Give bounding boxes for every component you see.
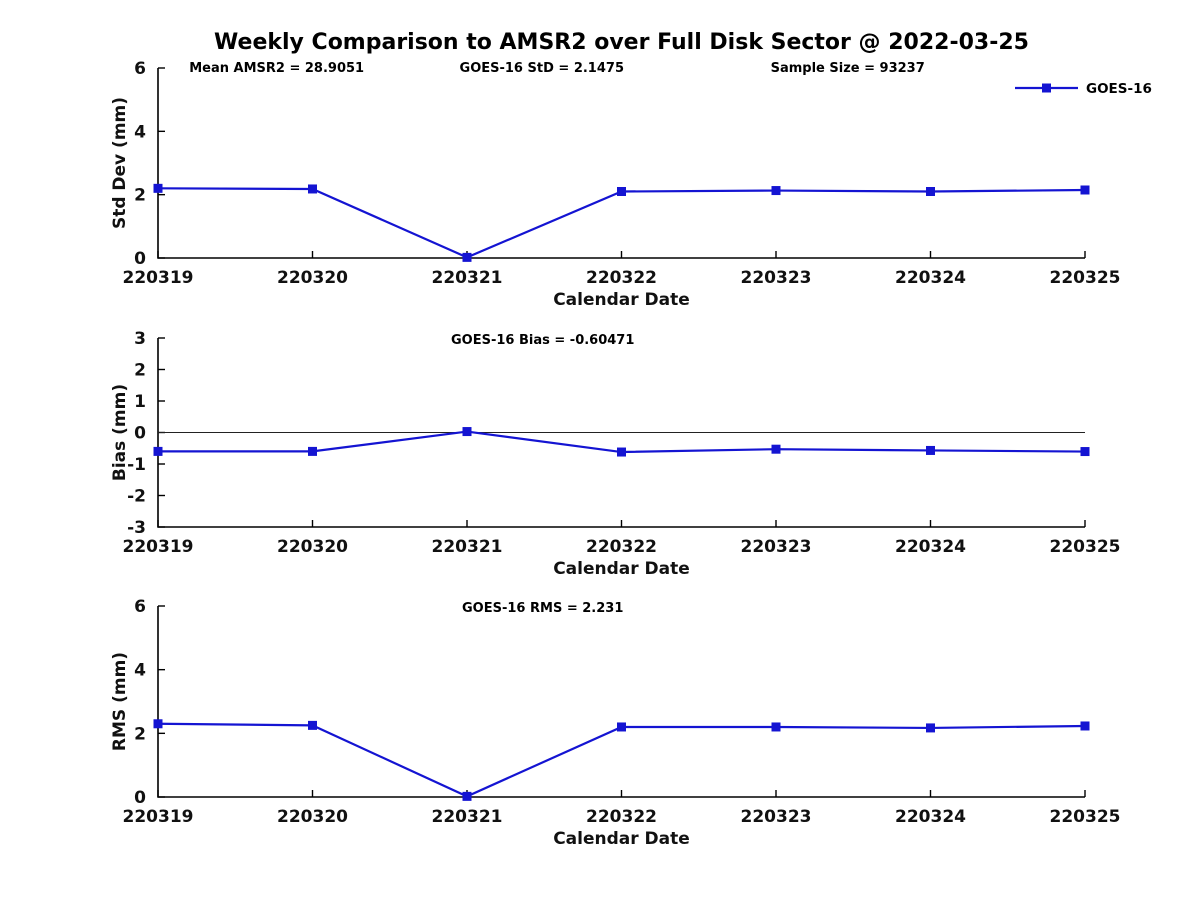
std-dev-data-point <box>308 184 317 194</box>
std-dev-xtick-label: 220321 <box>432 268 503 288</box>
std-dev-ytick-label: 2 <box>134 186 146 206</box>
bias-xtick-label: 220323 <box>741 537 812 557</box>
rms-data-point <box>617 722 626 732</box>
std-dev-xtick-label: 220324 <box>895 268 966 288</box>
bias-ytick-label: 3 <box>134 329 146 349</box>
std-dev-xtick-label: 220319 <box>123 268 194 288</box>
rms-ylabel: RMS (mm) <box>110 652 130 751</box>
rms-data-point <box>926 723 935 733</box>
std-dev-ylabel: Std Dev (mm) <box>110 97 130 229</box>
rms-data-point <box>771 722 781 732</box>
bias-xtick-label: 220324 <box>895 537 966 557</box>
std-dev-data-point <box>1080 185 1090 195</box>
legend-marker <box>1042 83 1051 93</box>
std-dev-data-point <box>771 186 781 196</box>
bias-xtick-label: 220320 <box>277 537 348 557</box>
chart-title: Weekly Comparison to AMSR2 over Full Dis… <box>214 30 1029 55</box>
bias-ylabel: Bias (mm) <box>110 384 130 481</box>
rms-xtick-label: 220320 <box>277 807 348 827</box>
rms-ytick-label: 0 <box>134 788 146 808</box>
bias-xtick-label: 220322 <box>586 537 657 557</box>
bias-title: GOES-16 Bias = -0.60471 <box>451 333 634 348</box>
std-dev-xtick-label: 220325 <box>1050 268 1121 288</box>
bias-data-point <box>308 446 317 456</box>
legend: GOES-16 <box>1015 81 1152 97</box>
rms-xtick-label: 220323 <box>741 807 812 827</box>
bias-data-point <box>771 444 781 454</box>
rms-ytick-label: 4 <box>134 661 146 681</box>
rms-plot: 0 2 4 6 220319 220320 220321 220322 220323 220324… <box>110 597 1120 849</box>
rms-ytick-label: 2 <box>134 724 146 744</box>
bias-xtick-label: 220321 <box>432 537 503 557</box>
rms-xlabel: Calendar Date <box>553 829 690 849</box>
std-dev-data-point <box>926 187 935 196</box>
bias-data-point <box>1080 447 1090 457</box>
bias-plot: -3 -2 -1 0 1 2 3 220319 220320 220321 220322 220323… <box>110 329 1120 579</box>
legend-label: GOES-16 <box>1086 81 1152 97</box>
std-dev-axis <box>157 68 1085 259</box>
rms-data-point <box>462 791 472 801</box>
rms-xtick-label: 220324 <box>895 807 966 827</box>
bias-ytick-label: -3 <box>127 518 146 538</box>
std-dev-data-line <box>157 187 1086 259</box>
bias-xtick-label: 220325 <box>1050 537 1121 557</box>
bias-data-point <box>617 447 626 457</box>
std-dev-xtick-label: 220323 <box>741 268 812 288</box>
bias-data-point <box>153 446 163 456</box>
std-dev-plot: 0 2 4 6 220319 220320 220321 220322 220323 220324… <box>110 59 1152 310</box>
std-dev-ytick-label: 4 <box>134 122 146 142</box>
bias-ytick-label: 2 <box>134 361 146 381</box>
bias-ytick-label: -2 <box>127 487 146 507</box>
rms-data-point <box>308 720 317 730</box>
std-dev-ytick-label: 6 <box>134 59 146 79</box>
rms-xtick-label: 220319 <box>123 807 194 827</box>
bias-xtick-label: 220319 <box>123 537 194 557</box>
std-dev-annotation: Mean AMSR2 = 28.9051 <box>189 61 364 76</box>
rms-data-point <box>1080 721 1090 731</box>
std-dev-xtick-label: 220322 <box>586 268 657 288</box>
bias-data-point <box>926 445 935 455</box>
rms-ytick-label: 6 <box>134 597 146 617</box>
std-dev-data-point <box>462 252 472 262</box>
rms-axis <box>157 606 1085 798</box>
rms-data-point <box>153 719 163 729</box>
bias-ytick-label: 0 <box>134 424 146 444</box>
std-dev-data-point <box>617 187 626 196</box>
std-dev-annotation: GOES-16 StD = 2.1475 <box>460 61 624 76</box>
std-dev-data-point <box>153 183 163 193</box>
bias-ytick-label: 1 <box>134 392 146 412</box>
rms-xtick-label: 220321 <box>432 807 503 827</box>
std-dev-xlabel: Calendar Date <box>553 290 690 310</box>
rms-xtick-label: 220325 <box>1050 807 1121 827</box>
std-dev-annotation: Sample Size = 93237 <box>771 61 925 76</box>
std-dev-ytick-label: 0 <box>134 249 146 269</box>
rms-xtick-label: 220322 <box>586 807 657 827</box>
bias-xlabel: Calendar Date <box>553 559 690 579</box>
rms-data-line <box>157 722 1086 798</box>
rms-title: GOES-16 RMS = 2.231 <box>462 601 623 616</box>
bias-ytick-label: -1 <box>127 455 146 475</box>
bias-data-point <box>462 427 472 437</box>
std-dev-xtick-label: 220320 <box>277 268 348 288</box>
